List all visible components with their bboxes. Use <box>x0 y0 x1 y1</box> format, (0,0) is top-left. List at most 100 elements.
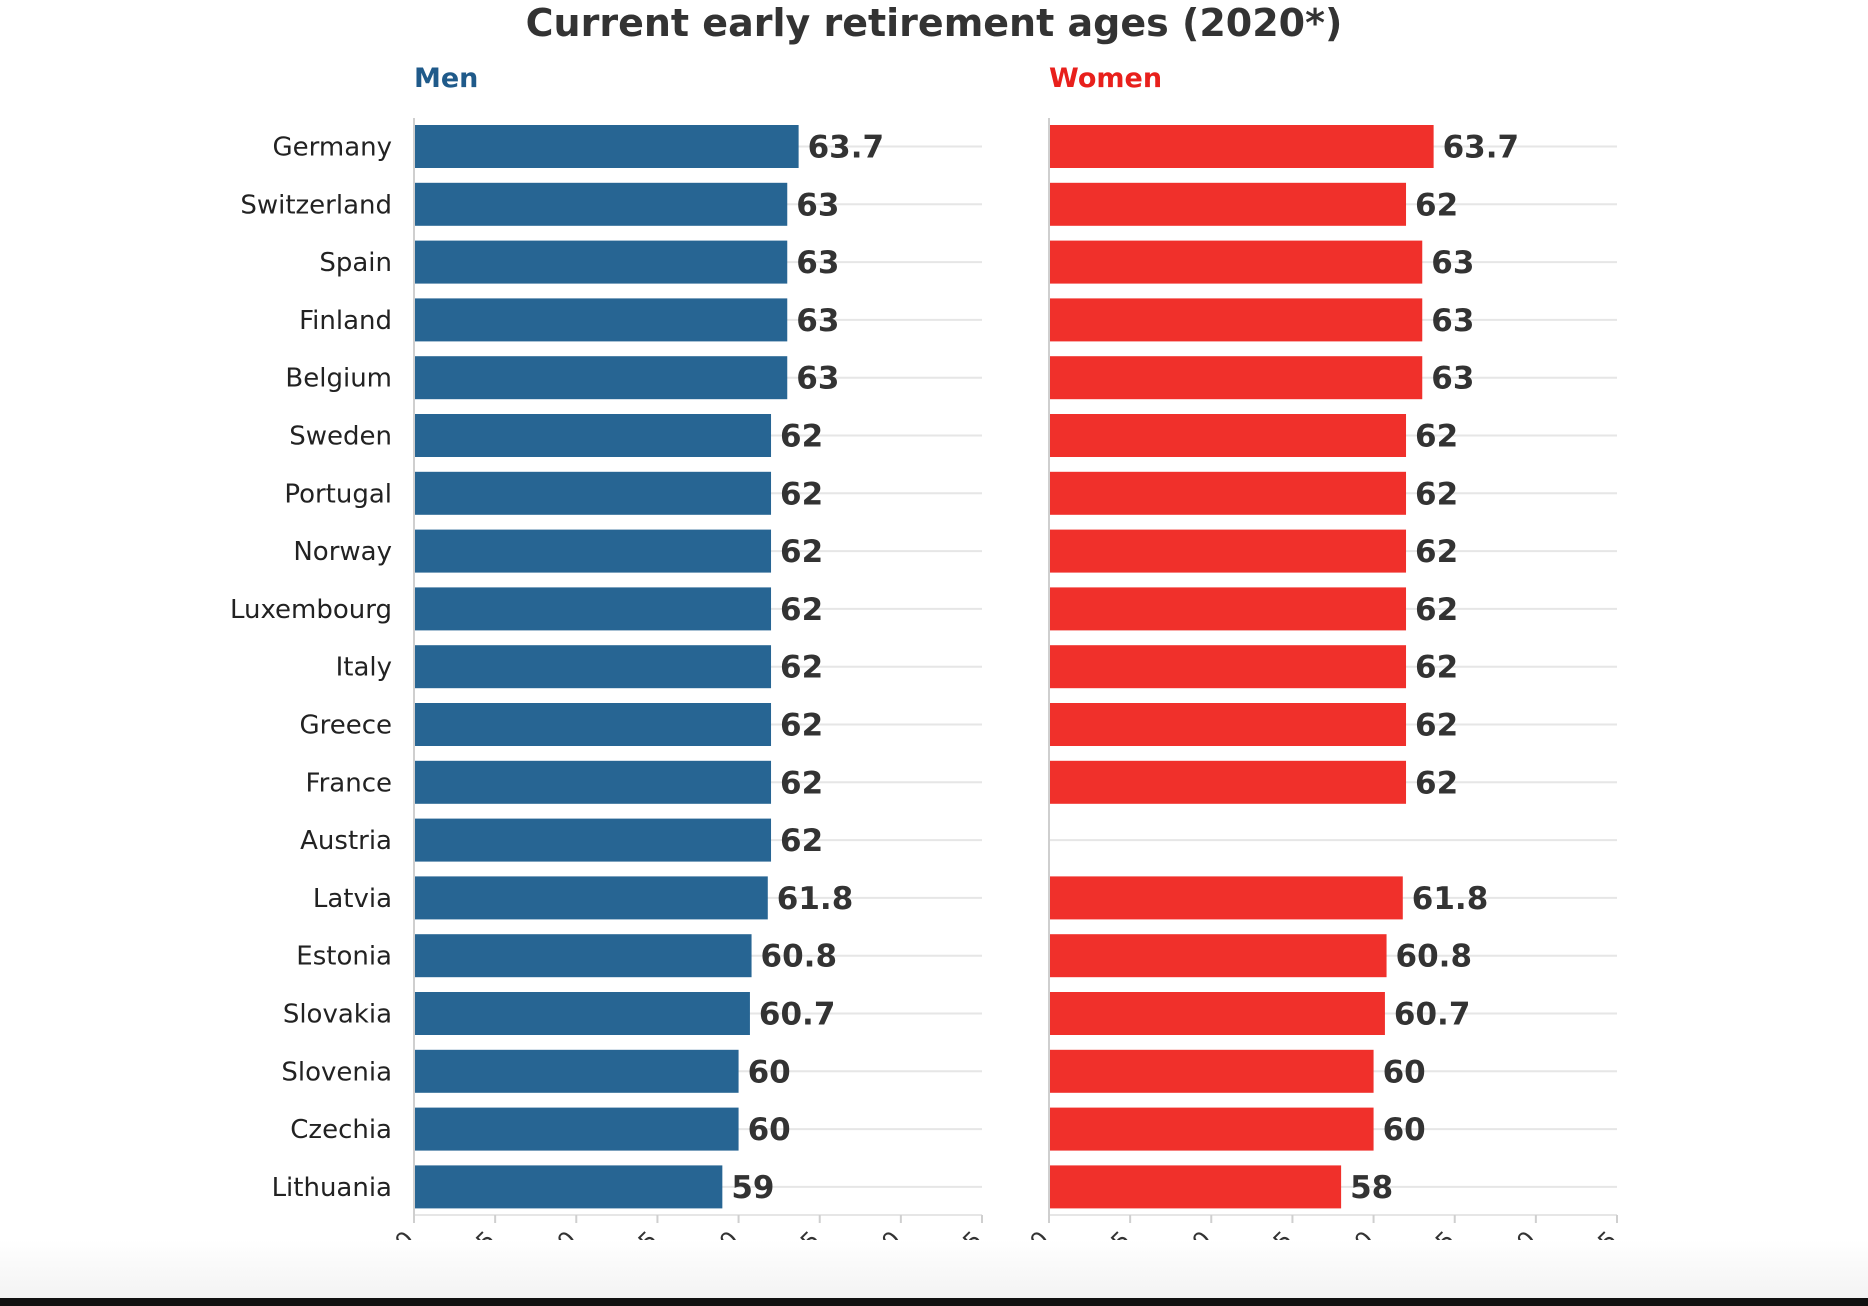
bar-women-switzerland <box>1050 182 1407 226</box>
category-label-greece: Greece <box>299 711 392 741</box>
bar-women-slovenia <box>1050 1049 1374 1093</box>
data-label: 63 <box>796 245 839 281</box>
category-label-lithuania: Lithuania <box>272 1173 392 1203</box>
data-label: 62 <box>780 592 823 628</box>
bar-men-slovenia <box>415 1049 739 1093</box>
bar-women-germany <box>1050 125 1434 168</box>
bar-men-estonia <box>415 934 752 978</box>
data-label: 62 <box>1415 476 1458 512</box>
footer-bar <box>0 1298 1868 1306</box>
bar-men-luxembourg <box>415 587 772 631</box>
data-label: 62 <box>780 765 823 801</box>
data-label: 62 <box>1415 534 1458 570</box>
bar-men-lithuania <box>415 1165 723 1209</box>
bar-men-greece <box>415 703 772 746</box>
category-label-france: France <box>306 768 392 798</box>
series-label-women: Women <box>1049 63 1162 94</box>
category-label-slovakia: Slovakia <box>283 1000 392 1030</box>
bar-women-sweden <box>1050 414 1407 457</box>
bar-men-switzerland <box>415 182 788 226</box>
bar-men-czechia <box>415 1107 739 1151</box>
data-label: 63 <box>1431 303 1474 339</box>
chart-panels: Men404550556065707563.763636363626262626… <box>230 63 1623 1267</box>
data-label: 62 <box>1415 419 1458 455</box>
bar-women-portugal <box>1050 471 1407 515</box>
bar-women-greece <box>1050 703 1407 746</box>
category-label-sweden: Sweden <box>289 422 392 452</box>
bar-men-portugal <box>415 471 772 515</box>
data-label: 63 <box>1431 361 1474 397</box>
category-label-czechia: Czechia <box>290 1115 392 1145</box>
data-label: 61.8 <box>777 881 854 917</box>
footer-fade <box>0 1240 1868 1298</box>
bar-women-france <box>1050 760 1407 804</box>
category-label-austria: Austria <box>300 826 392 856</box>
category-label-estonia: Estonia <box>296 942 392 972</box>
category-label-switzerland: Switzerland <box>240 190 392 220</box>
bar-women-spain <box>1050 240 1423 284</box>
data-label: 62 <box>1415 708 1458 744</box>
data-label: 60 <box>1383 1054 1426 1090</box>
data-label: 61.8 <box>1412 881 1489 917</box>
data-label: 62 <box>1415 187 1458 223</box>
data-label: 60.8 <box>1396 939 1473 975</box>
data-label: 60.8 <box>761 939 838 975</box>
data-label: 63 <box>1431 245 1474 281</box>
bar-women-latvia <box>1050 876 1403 920</box>
category-label-portugal: Portugal <box>284 479 392 509</box>
bar-men-latvia <box>415 876 768 920</box>
bar-women-czechia <box>1050 1107 1374 1151</box>
data-label: 60 <box>748 1112 791 1148</box>
bar-men-finland <box>415 298 788 342</box>
bar-women-norway <box>1050 529 1407 573</box>
data-label: 62 <box>780 708 823 744</box>
data-label: 62 <box>1415 592 1458 628</box>
data-label: 63 <box>796 361 839 397</box>
data-label: 60 <box>1383 1112 1426 1148</box>
bar-women-slovakia <box>1050 992 1385 1035</box>
bar-men-slovakia <box>415 992 750 1035</box>
bar-men-sweden <box>415 414 772 457</box>
bar-women-belgium <box>1050 356 1423 400</box>
category-label-italy: Italy <box>336 653 392 683</box>
category-label-luxembourg: Luxembourg <box>230 595 392 625</box>
data-label: 63.7 <box>1443 130 1520 166</box>
series-label-men: Men <box>414 63 478 94</box>
category-label-belgium: Belgium <box>285 364 392 394</box>
bar-men-austria <box>415 818 772 862</box>
data-label: 62 <box>780 534 823 570</box>
data-label: 62 <box>1415 650 1458 686</box>
data-label: 60 <box>748 1054 791 1090</box>
data-label: 62 <box>780 476 823 512</box>
data-label: 63 <box>796 187 839 223</box>
data-label: 62 <box>780 419 823 455</box>
category-label-norway: Norway <box>293 537 392 567</box>
data-label: 60.7 <box>1394 997 1471 1033</box>
data-label: 63.7 <box>808 130 885 166</box>
panel-men: Men404550556065707563.763636363626262626… <box>379 63 988 1267</box>
bar-women-luxembourg <box>1050 587 1407 631</box>
data-label: 58 <box>1350 1170 1393 1206</box>
bar-women-lithuania <box>1050 1165 1342 1209</box>
data-label: 62 <box>780 823 823 859</box>
bar-men-spain <box>415 240 788 284</box>
data-label: 59 <box>731 1170 774 1206</box>
bar-men-france <box>415 760 772 804</box>
data-label: 63 <box>796 303 839 339</box>
data-label: 60.7 <box>759 997 836 1033</box>
data-label: 62 <box>1415 765 1458 801</box>
panel-women: Women404550556065707563.7626363636262626… <box>1014 63 1623 1267</box>
bar-women-italy <box>1050 645 1407 689</box>
bar-men-italy <box>415 645 772 689</box>
data-label: 62 <box>780 650 823 686</box>
bar-women-estonia <box>1050 934 1387 978</box>
chart-title: Current early retirement ages (2020*) <box>526 1 1343 45</box>
bar-men-belgium <box>415 356 788 400</box>
bar-men-germany <box>415 125 799 168</box>
category-label-germany: Germany <box>272 133 392 163</box>
category-label-finland: Finland <box>299 306 392 336</box>
category-label-latvia: Latvia <box>313 884 392 914</box>
category-label-spain: Spain <box>319 248 392 278</box>
bar-men-norway <box>415 529 772 573</box>
